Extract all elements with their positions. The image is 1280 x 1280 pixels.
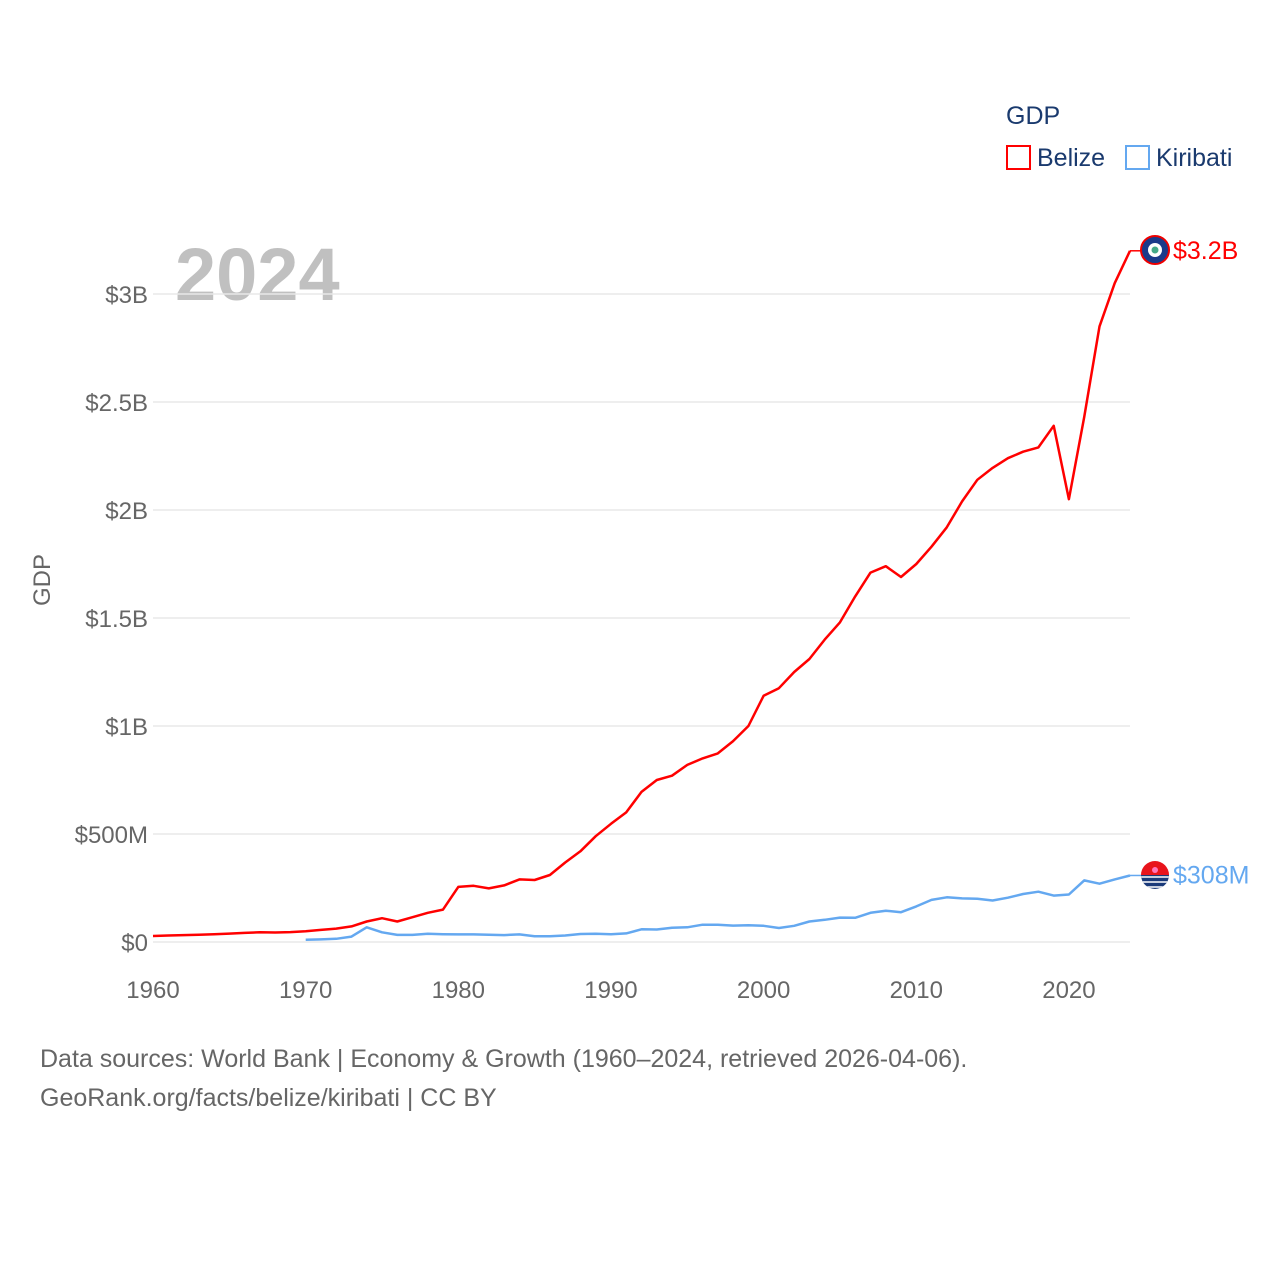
- y-tick-label: $2.5B: [85, 390, 148, 417]
- y-tick-label: $0: [121, 930, 148, 957]
- series-line-belize: [152, 250, 1132, 938]
- y-tick-label: $1B: [105, 714, 148, 741]
- y-tick-label: $1.5B: [85, 606, 148, 633]
- legend-title: GDP: [1006, 102, 1060, 130]
- y-tick-label: $500M: [75, 822, 148, 849]
- year-label: 2024: [175, 233, 340, 316]
- end-value-label-belize: $3.2B: [1173, 237, 1238, 265]
- series-line-kiribati: [305, 874, 1131, 942]
- legend-swatch-kiribati: [1125, 145, 1150, 170]
- legend-label-kiribati: Kiribati: [1156, 144, 1232, 172]
- x-tick-label: 2020: [1042, 977, 1095, 1004]
- x-tick-label: 1990: [584, 977, 637, 1004]
- kiribati-flag-icon: [1141, 861, 1169, 889]
- x-tick-label: 2010: [890, 977, 943, 1004]
- legend-item-belize[interactable]: Belize: [1006, 144, 1105, 172]
- data-sources-text: Data sources: World Bank | Economy & Gro…: [40, 1045, 968, 1073]
- x-tick-label: 2000: [737, 977, 790, 1004]
- legend-item-kiribati[interactable]: Kiribati: [1125, 144, 1232, 172]
- y-tick-label: $2B: [105, 498, 148, 525]
- x-tick-label: 1970: [279, 977, 332, 1004]
- x-tick-label: 1980: [432, 977, 485, 1004]
- x-tick-label: 1960: [126, 977, 179, 1004]
- belize-flag-icon: [1140, 235, 1170, 265]
- legend-swatch-belize: [1006, 145, 1031, 170]
- legend-label-belize: Belize: [1037, 144, 1105, 172]
- y-tick-label: $3B: [105, 282, 148, 309]
- attribution-link[interactable]: GeoRank.org/facts/belize/kiribati | CC B…: [40, 1084, 497, 1112]
- y-axis-label: GDP: [29, 554, 56, 606]
- end-value-label-kiribati: $308M: [1173, 861, 1249, 889]
